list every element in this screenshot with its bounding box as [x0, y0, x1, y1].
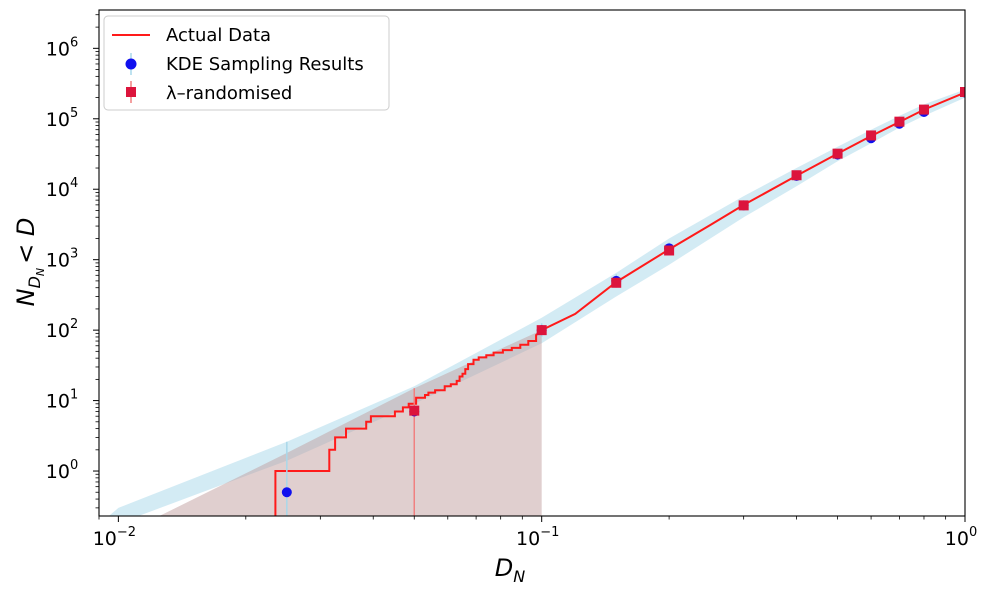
x-axis-label-sub: N — [513, 567, 525, 586]
random-point-9 — [918, 104, 929, 115]
random-point-5 — [791, 170, 802, 181]
y-tick-label-1: 101 — [46, 388, 78, 413]
y-tick-label-6: 106 — [46, 35, 78, 60]
y-axis-label-rest: < D — [12, 218, 40, 264]
x-axis-label: DN — [495, 554, 525, 586]
random-point-2 — [611, 277, 622, 288]
legend-kde-marker — [125, 58, 137, 70]
legend: Actual Data KDE Sampling Results λ–rando… — [103, 15, 390, 111]
kde-confidence-band — [108, 89, 965, 516]
legend-random-marker — [126, 87, 136, 97]
kde-point-0 — [281, 487, 292, 498]
y-tick-label-2: 102 — [46, 317, 78, 342]
y-tick-label-5: 105 — [46, 106, 78, 131]
y-tick-label-4: 104 — [46, 176, 78, 201]
random-point-7 — [866, 130, 877, 141]
legend-label-actual: Actual Data — [166, 25, 271, 46]
x-tick-label-0: 10−2 — [93, 525, 136, 550]
x-tick-label-1: 10−1 — [516, 525, 559, 550]
legend-label-kde: KDE Sampling Results — [166, 54, 364, 75]
random-point-8 — [894, 116, 905, 127]
y-axis-label-main: N — [12, 288, 40, 306]
randomised-confidence-band — [159, 330, 542, 516]
random-point-3 — [664, 245, 675, 256]
plot-area — [108, 86, 965, 516]
y-axis-label-sub: D — [25, 276, 44, 288]
y-tick-label-0: 100 — [46, 458, 78, 483]
x-axis-label-main: D — [495, 554, 513, 582]
y-axis-label: NDN < D — [12, 218, 47, 307]
legend-box — [103, 15, 390, 111]
y-axis-label-subsub: N — [34, 268, 47, 276]
random-point-1 — [536, 325, 547, 336]
legend-label-random: λ–randomised — [166, 83, 292, 104]
random-point-10 — [960, 86, 965, 97]
random-point-4 — [738, 200, 749, 211]
random-point-6 — [832, 148, 843, 159]
x-tick-label-2: 100 — [945, 525, 977, 550]
random-point-0 — [409, 405, 420, 416]
axis-ticks: 10−2 10−1 100 100 101 102 103 104 105 106 — [46, 14, 977, 550]
y-tick-label-3: 103 — [46, 247, 78, 272]
